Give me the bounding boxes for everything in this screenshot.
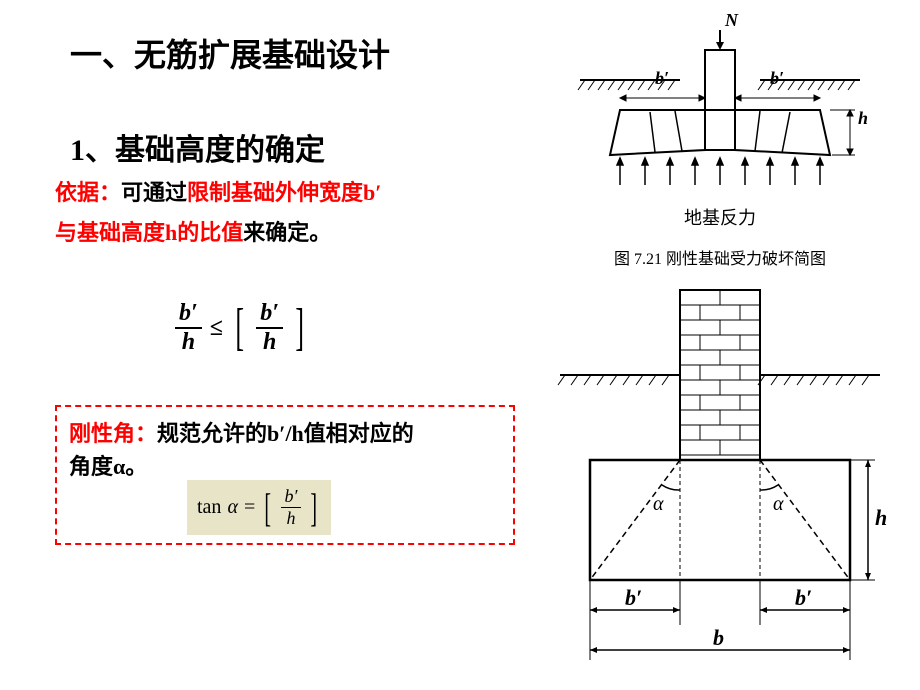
desc-mid: 可通过 — [121, 180, 187, 205]
box-text1: 规范允许的b′/h值相对应的 — [157, 421, 414, 446]
figure-caption: 图 7.21 刚性基础受力破坏简图 — [560, 245, 880, 269]
tan-num: b′ — [281, 486, 302, 508]
bracket-r2: ] — [311, 492, 318, 524]
svg-text:h: h — [875, 505, 887, 530]
description-line-1: 依据：可通过限制基础外伸宽度b′ — [55, 175, 381, 210]
equals: = — [244, 496, 255, 519]
bracket-left: [ — [235, 307, 244, 349]
fraction-right: b′ h — [256, 300, 283, 356]
frac-num2: b′ — [256, 300, 283, 329]
box-text-line1: 刚性角：规范允许的b′/h值相对应的 — [69, 417, 501, 450]
alpha-symbol: α — [227, 496, 238, 519]
frac-den2: h — [259, 329, 280, 356]
description-line-2: 与基础高度h的比值来确定。 — [55, 215, 331, 250]
fraction-left: b′ h — [175, 300, 202, 356]
svg-text:b′: b′ — [625, 585, 642, 610]
desc-highlight-1: 限制基础外伸宽度b′ — [187, 180, 381, 205]
bracket-right: ] — [295, 307, 304, 349]
sub-title: 1、基础高度的确定 — [70, 125, 325, 169]
formula-ratio: b′ h ≤ [ b′ h ] — [175, 300, 308, 356]
box-label: 刚性角： — [69, 421, 157, 446]
alpha1-label: α — [653, 493, 664, 515]
diagram-failure: N b′ b′ h 地基反力 — [560, 10, 880, 230]
dia1-caption: 地基反力 — [560, 204, 880, 230]
svg-text:b: b — [713, 625, 724, 650]
tan-label: tan — [197, 496, 221, 519]
main-title: 一、无筋扩展基础设计 — [70, 30, 390, 76]
rigid-angle-box: 刚性角：规范允许的b′/h值相对应的 角度α。 tan α = [ b′ h ] — [55, 405, 515, 545]
diagram-geometry: α α h b′ b′ b — [550, 280, 890, 680]
label-N: N — [725, 10, 738, 31]
label-bp2: b′ — [770, 68, 784, 89]
alpha2-label: α — [773, 493, 784, 515]
svg-text:b′: b′ — [795, 585, 812, 610]
desc-line2b: 来确定。 — [243, 220, 331, 245]
formula-tan: tan α = [ b′ h ] — [187, 480, 331, 535]
frac-den: h — [178, 329, 199, 356]
box-text-line2: 角度α。 — [69, 450, 501, 483]
label-bp1: b′ — [655, 68, 669, 89]
operator-leq: ≤ — [210, 315, 223, 342]
desc-line2a: 与基础高度h的比值 — [55, 220, 243, 245]
tan-den: h — [283, 508, 300, 529]
frac-num: b′ — [175, 300, 202, 329]
desc-prefix: 依据： — [55, 180, 121, 205]
label-h: h — [858, 108, 868, 129]
fraction-tan: b′ h — [281, 486, 302, 529]
bracket-l2: [ — [265, 492, 272, 524]
